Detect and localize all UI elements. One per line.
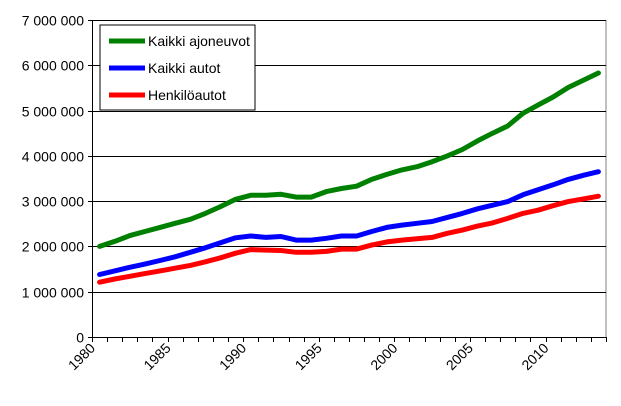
y-tick-label: 3 000 000 — [22, 194, 84, 210]
series-line-1 — [97, 169, 601, 277]
x-axis: 1980 1985 1990 1995 2000 2005 2010 — [65, 337, 607, 373]
x-tick-label: 1980 — [65, 340, 98, 373]
y-tick-label: 7 000 000 — [22, 13, 84, 29]
x-tick-label: 1985 — [140, 340, 173, 373]
legend-label-kaikki-autot: Kaikki autot — [148, 60, 220, 76]
x-tick-label: 2010 — [518, 340, 551, 373]
legend-label-kaikki-ajoneuvot: Kaikki ajoneuvot — [148, 33, 250, 49]
y-tick-label: 2 000 000 — [22, 239, 84, 255]
y-tick-label: 5 000 000 — [22, 104, 84, 120]
y-axis: 0 1 000 000 2 000 000 3 000 000 4 000 000 5 0… — [22, 13, 93, 346]
y-tick-label: 6 000 000 — [22, 58, 84, 74]
x-tick-label: 1990 — [216, 340, 249, 373]
legend-label-henkiloautot: Henkilöautot — [148, 87, 226, 103]
x-tick-label: 2000 — [367, 340, 400, 373]
series-line-2 — [97, 193, 601, 285]
y-tick-label: 4 000 000 — [22, 149, 84, 165]
y-tick-label: 0 — [76, 330, 84, 346]
legend: Kaikki ajoneuvot Kaikki autot Henkilöaut… — [99, 24, 256, 111]
x-tick-label: 1995 — [292, 340, 325, 373]
series-lines — [97, 70, 601, 285]
series-line-0 — [97, 70, 601, 249]
y-tick-label: 1 000 000 — [22, 285, 84, 301]
x-tick-label: 2005 — [443, 340, 476, 373]
